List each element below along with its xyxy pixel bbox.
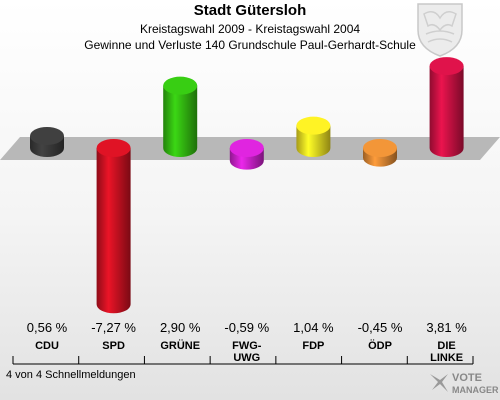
category-label: FDP [302, 340, 325, 352]
bar-grüne [163, 76, 198, 157]
bar-fwguwg [229, 139, 264, 170]
category-label: CDU [35, 340, 59, 352]
chart-subtitle: Kreistagswahl 2009 - Kreistagswahl 2004 [139, 22, 361, 36]
report-status: 4 von 4 Schnellmeldungen [6, 369, 136, 381]
category-label: ÖDP [368, 340, 392, 352]
logo-line-2: MANAGER [452, 385, 498, 395]
category-label: GRÜNE [160, 340, 201, 352]
value-label: 1,04 % [293, 320, 334, 335]
value-label: 2,90 % [159, 320, 201, 335]
category-label: SPD [102, 340, 125, 352]
logo-line-1: VOTE [452, 372, 482, 384]
value-label: -0,45 % [357, 320, 403, 335]
chart-title: Stadt Gütersloh [193, 2, 307, 19]
value-label: -0,59 % [224, 320, 270, 335]
value-label: -7,27 % [91, 320, 136, 335]
bar-spd [96, 139, 131, 314]
value-label: 3,81 % [426, 320, 467, 335]
bar-ödp [363, 139, 397, 167]
chart-caption: Gewinne und Verluste 140 Grundschule Pau… [84, 38, 416, 52]
bar-dielinke [429, 57, 464, 157]
category-label: FWG- UWG [232, 340, 262, 364]
vote-manager-logo: VOTE MANAGER [430, 372, 498, 395]
bar-cdu [30, 126, 64, 157]
bar-fdp [296, 116, 331, 157]
category-label: DIE LINKE [430, 340, 464, 364]
coat-of-arms-icon [417, 3, 463, 57]
value-label: 0,56 % [26, 320, 68, 335]
